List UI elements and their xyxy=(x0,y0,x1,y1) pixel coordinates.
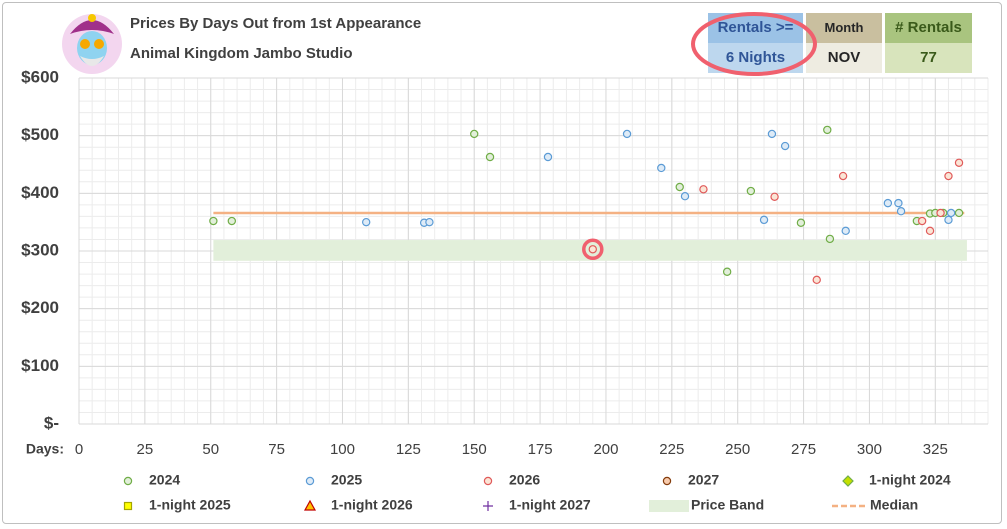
legend-label: 2026 xyxy=(509,472,540,488)
data-point xyxy=(944,215,953,225)
data-point xyxy=(722,267,732,276)
y-tick-label: $300 xyxy=(21,240,59,259)
legend-label: Price Band xyxy=(691,497,764,513)
data-point xyxy=(767,129,777,139)
x-tick-label: 200 xyxy=(593,441,618,458)
x-tick-label: 225 xyxy=(659,441,684,458)
filter-box: Rentals >= 6 Nights xyxy=(708,13,803,73)
data-point xyxy=(680,192,690,201)
filter-header: Rentals >= xyxy=(708,13,803,43)
chart-title: Prices By Days Out from 1st Appearance xyxy=(130,15,421,32)
legend-marker xyxy=(303,499,317,511)
data-point xyxy=(936,208,945,218)
legend-label: Median xyxy=(870,497,918,513)
data-point xyxy=(770,192,779,201)
data-point xyxy=(588,245,597,254)
filter-value[interactable]: 77 xyxy=(885,43,972,73)
y-tick-label: $- xyxy=(44,413,59,432)
x-tick-label: 25 xyxy=(137,441,154,458)
data-point xyxy=(825,234,835,244)
y-tick-label: $500 xyxy=(21,125,59,144)
data-point xyxy=(780,141,790,151)
chart-frame xyxy=(2,2,1002,524)
legend-label: 1-night 2025 xyxy=(149,497,231,513)
data-point xyxy=(841,226,850,236)
legend-label: 2027 xyxy=(688,472,719,488)
legend-marker xyxy=(483,476,493,486)
x-tick-label: 300 xyxy=(857,441,882,458)
highlight-ring xyxy=(582,238,604,261)
data-point xyxy=(622,129,632,139)
data-point xyxy=(944,171,953,181)
data-point xyxy=(675,182,684,192)
y-tick-label: $200 xyxy=(21,298,59,317)
filter-header: # Rentals xyxy=(885,13,972,43)
filter-header: Month xyxy=(806,13,882,43)
legend-label: 2025 xyxy=(331,472,362,488)
y-tick-label: $600 xyxy=(21,67,59,86)
data-point xyxy=(361,217,371,227)
legend-label: 1-night 2026 xyxy=(331,497,413,513)
legend-label: 1-night 2024 xyxy=(869,472,951,488)
data-point xyxy=(896,207,906,216)
x-tick-label: 175 xyxy=(528,441,553,458)
legend-label: 1-night 2027 xyxy=(509,497,591,513)
data-point xyxy=(470,129,479,139)
data-point xyxy=(657,163,666,173)
legend-marker xyxy=(662,476,672,486)
data-point xyxy=(917,216,927,226)
filter-box: Month NOV xyxy=(806,13,882,73)
logo xyxy=(62,14,122,74)
data-point xyxy=(759,215,769,225)
x-tick-label: 275 xyxy=(791,441,816,458)
data-point xyxy=(425,217,434,227)
chart-subtitle: Animal Kingdom Jambo Studio xyxy=(130,45,353,62)
legend-marker xyxy=(123,476,133,486)
legend-label: 2024 xyxy=(149,472,180,488)
data-point xyxy=(227,216,237,226)
data-point xyxy=(838,171,848,181)
filter-value[interactable]: 6 Nights xyxy=(708,43,803,73)
data-point xyxy=(746,186,756,196)
data-point xyxy=(946,208,956,218)
x-tick-label: 125 xyxy=(396,441,421,458)
x-tick-label: 150 xyxy=(462,441,487,458)
data-point xyxy=(954,158,964,167)
legend-marker xyxy=(649,500,689,512)
x-tick-label: 75 xyxy=(268,441,285,458)
x-tick-label: 50 xyxy=(202,441,219,458)
data-point xyxy=(543,152,553,162)
x-tick-label: 100 xyxy=(330,441,355,458)
data-point xyxy=(485,152,495,162)
y-tick-label: $400 xyxy=(21,183,59,202)
x-axis-label: Days: xyxy=(26,441,64,457)
data-point xyxy=(954,208,964,218)
y-tick-label: $100 xyxy=(21,356,59,375)
data-point xyxy=(209,216,218,226)
x-tick-label: 0 xyxy=(75,441,83,458)
filter-box: # Rentals 77 xyxy=(885,13,972,73)
filter-value[interactable]: NOV xyxy=(806,43,882,73)
data-point xyxy=(812,275,821,285)
x-tick-label: 250 xyxy=(725,441,750,458)
data-point xyxy=(925,226,935,236)
legend-marker xyxy=(842,475,854,487)
data-point xyxy=(823,125,832,135)
legend-marker xyxy=(305,476,315,486)
x-tick-label: 325 xyxy=(923,441,948,458)
legend-marker xyxy=(123,501,133,511)
data-point xyxy=(796,218,806,227)
data-point xyxy=(883,198,893,208)
data-point xyxy=(894,198,903,208)
legend-marker xyxy=(483,501,493,511)
data-point xyxy=(699,185,708,194)
